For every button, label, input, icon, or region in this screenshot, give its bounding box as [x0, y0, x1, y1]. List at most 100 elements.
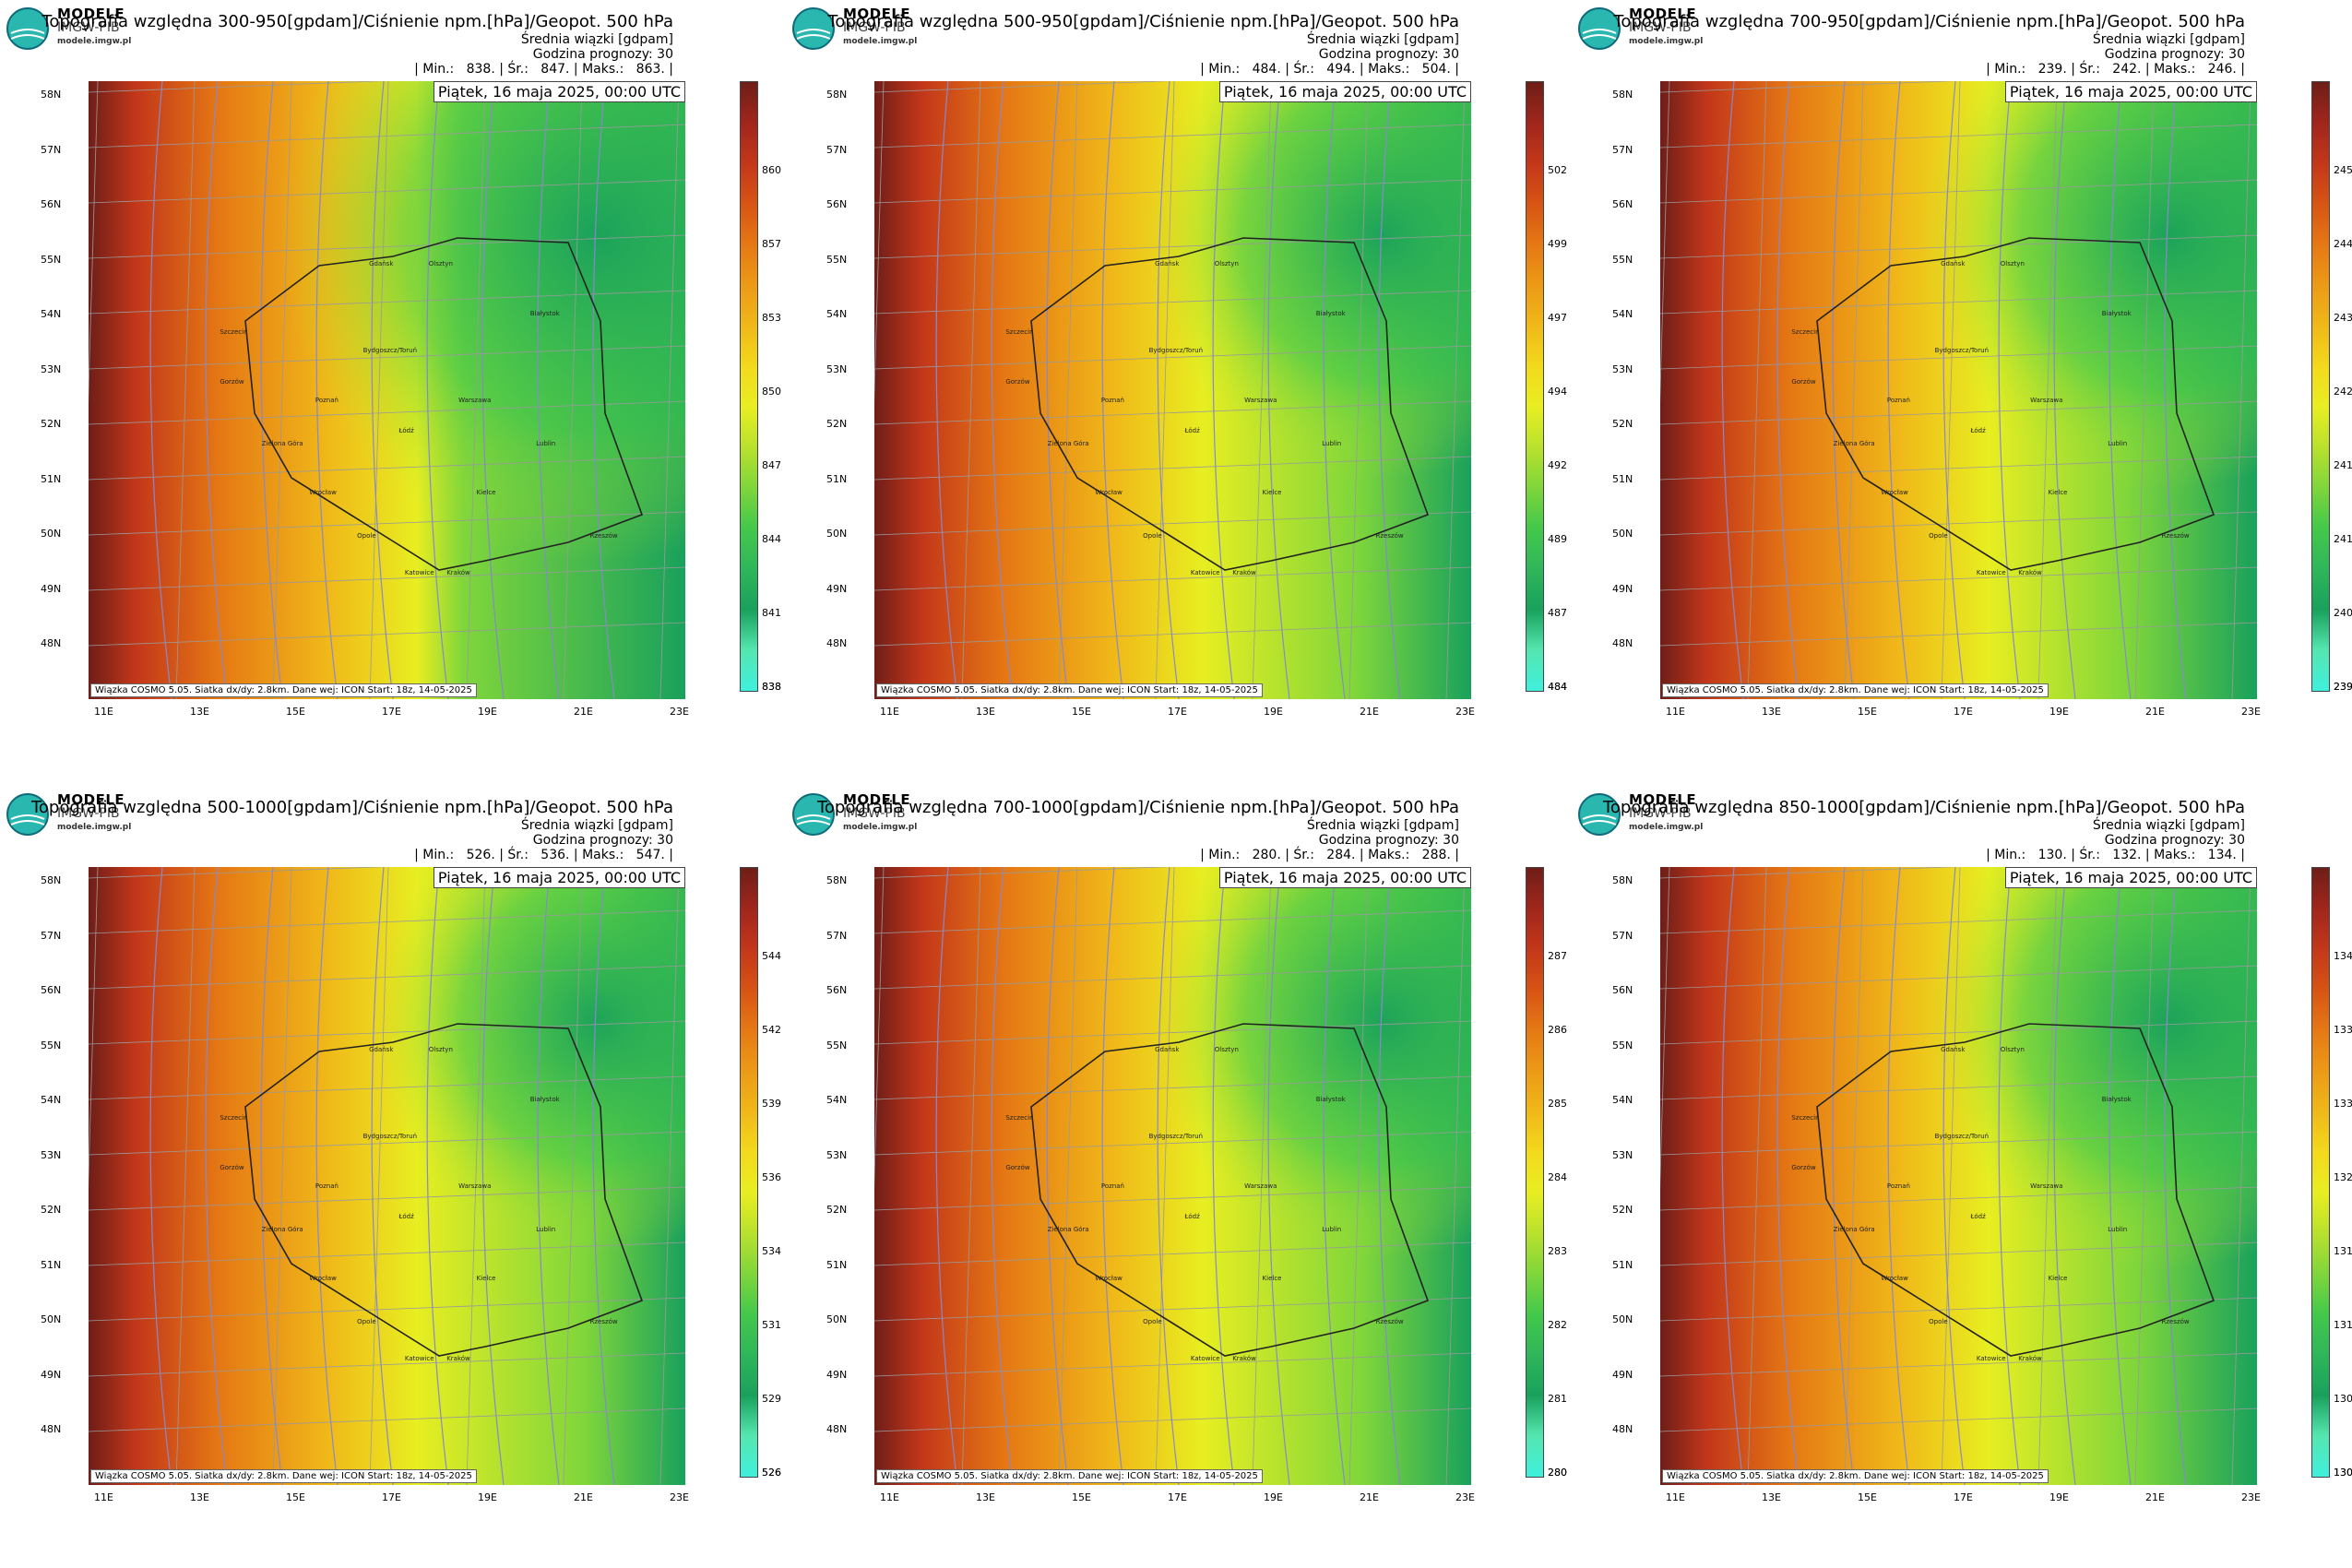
lat-label: 57N [41, 929, 62, 942]
valid-date: Piątek, 16 maja 2025, 00:00 UTC [2004, 867, 2257, 888]
lat-label: 52N [826, 1204, 848, 1216]
stat-avg: 536. [540, 848, 570, 862]
colorbar-label: 544 [762, 950, 781, 962]
lon-label: 17E [1168, 1491, 1187, 1503]
lon-label: 23E [670, 706, 689, 718]
city-label: Opole [1143, 532, 1162, 540]
colorbar-label: 529 [762, 1393, 781, 1405]
lon-label: 19E [2049, 1491, 2069, 1503]
brand-url: modele.imgw.pl [57, 37, 132, 46]
city-label: Opole [1929, 1318, 1948, 1326]
city-label: Olsztyn [2000, 260, 2025, 268]
city-label: Katowice [1190, 569, 1220, 577]
colorbar-label: 133 [2334, 1024, 2352, 1036]
lat-label: 51N [826, 472, 848, 485]
panel-title: Topografia względna 300-950[gpdam]/Ciśni… [42, 12, 673, 31]
lat-label: 56N [1612, 984, 1633, 996]
colorbar [1526, 867, 1544, 1478]
city-label: Kielce [1262, 489, 1282, 497]
lat-label: 54N [1612, 1094, 1633, 1106]
lat-label: 57N [41, 143, 62, 156]
lat-label: 56N [41, 198, 62, 210]
forecast-hour: Godzina prognozy: 30 [532, 47, 673, 62]
brand-url: modele.imgw.pl [843, 823, 918, 832]
city-label: Łódź [1970, 1213, 1986, 1221]
colorbar-label: 531 [762, 1319, 781, 1331]
lon-label: 13E [190, 1491, 209, 1503]
colorbar-label: 131 [2334, 1319, 2352, 1331]
field-map [78, 68, 686, 700]
colorbar-label: 857 [762, 238, 781, 250]
panel-subtitle: Średnia wiązki [gdpam] [2092, 32, 2245, 47]
city-label: Kraków [446, 569, 470, 577]
city-label: Rzeszów [2161, 1318, 2190, 1326]
panel-title: Topografia względna 500-1000[gpdam]/Ciśn… [30, 798, 673, 817]
lat-label: 54N [41, 1094, 62, 1106]
lat-label: 57N [1612, 929, 1633, 942]
city-label: Bydgoszcz/Toruń [1148, 347, 1204, 355]
field-map [78, 854, 686, 1486]
city-label: Katowice [1976, 1355, 2006, 1363]
stat-min: 280. [1252, 848, 1281, 862]
lon-label: 19E [2049, 706, 2069, 718]
lon-label: 19E [1264, 1491, 1283, 1503]
city-label: Lublin [1322, 1225, 1342, 1233]
city-label: Warszawa [2030, 396, 2063, 404]
colorbar-label: 534 [762, 1245, 781, 1257]
colorbar-min: 280 [1548, 1467, 1567, 1479]
city-label: Bydgoszcz/Toruń [1148, 1133, 1204, 1141]
city-label: Opole [1143, 1318, 1162, 1326]
colorbar [740, 81, 758, 692]
model-info: Wiązka COSMO 5.05. Siatka dx/dy: 2.8km. … [876, 683, 1263, 697]
lon-label: 11E [880, 706, 899, 718]
lat-label: 57N [826, 143, 848, 156]
map-panel: MODELE IMGW-PIB modele.imgw.pl Topografi… [786, 0, 1567, 766]
field-map [1650, 854, 2258, 1486]
city-label: Kielce [1262, 1275, 1282, 1283]
stat-avg: 132. [2112, 848, 2142, 862]
city-label: Zielona Góra [1833, 439, 1875, 447]
city-label: Rzeszów [589, 1318, 618, 1326]
city-label: Opole [357, 532, 376, 540]
colorbar-label: 282 [1548, 1319, 1567, 1331]
colorbar [2311, 81, 2330, 692]
map-panel: MODELE IMGW-PIB modele.imgw.pl Topografi… [0, 786, 781, 1551]
city-label: Białystok [2101, 309, 2132, 317]
brand-subname: IMGW-PIB [57, 20, 120, 35]
lat-label: 57N [1612, 143, 1633, 156]
colorbar-min: 526 [762, 1467, 781, 1479]
city-label: Gdańsk [1155, 260, 1180, 268]
city-label: Rzeszów [589, 532, 618, 540]
city-label: Szczecin [220, 1114, 248, 1122]
stat-min: 239. [2037, 62, 2067, 77]
lat-label: 48N [41, 1423, 62, 1435]
city-label: Szczecin [1005, 1114, 1034, 1122]
lon-label: 21E [2145, 706, 2165, 718]
forecast-hour: Godzina prognozy: 30 [2104, 47, 2245, 62]
lon-label: 15E [1072, 1491, 1091, 1503]
map-area: Gdańsk Olsztyn Szczecin Bydgoszcz/Toruń Biał… [78, 68, 686, 700]
lon-label: 15E [1858, 706, 1877, 718]
colorbar-label: 131 [2334, 1245, 2352, 1257]
lat-label: 52N [1612, 418, 1633, 430]
city-label: Zielona Góra [1833, 1225, 1875, 1233]
lat-label: 55N [1612, 253, 1633, 266]
city-label: Białystok [1315, 1095, 1346, 1103]
brand-name: MODELE [57, 6, 125, 22]
stats-line: | Min.: 130. | Śr.: 132. | Maks.: 134. | [1986, 848, 2245, 862]
lat-label: 55N [826, 1039, 848, 1051]
map-area: Gdańsk Olsztyn Szczecin Bydgoszcz/Toruń Biał… [864, 854, 1472, 1486]
stats-line: | Min.: 239. | Śr.: 242. | Maks.: 246. | [1986, 62, 2245, 77]
city-label: Olsztyn [428, 260, 453, 268]
lat-label: 49N [1612, 1368, 1633, 1381]
city-label: Kielce [2048, 489, 2068, 497]
colorbar-label: 283 [1548, 1245, 1567, 1257]
stat-max: 863. [636, 62, 665, 77]
map-panel: MODELE IMGW-PIB modele.imgw.pl Topografi… [786, 786, 1567, 1551]
colorbar-label: 838 [762, 681, 781, 693]
lat-label: 58N [41, 874, 62, 886]
imgw-logo-icon [792, 7, 835, 50]
model-info: Wiązka COSMO 5.05. Siatka dx/dy: 2.8km. … [1662, 1469, 2049, 1483]
lon-label: 17E [1954, 1491, 1973, 1503]
city-label: Kraków [1232, 569, 1256, 577]
